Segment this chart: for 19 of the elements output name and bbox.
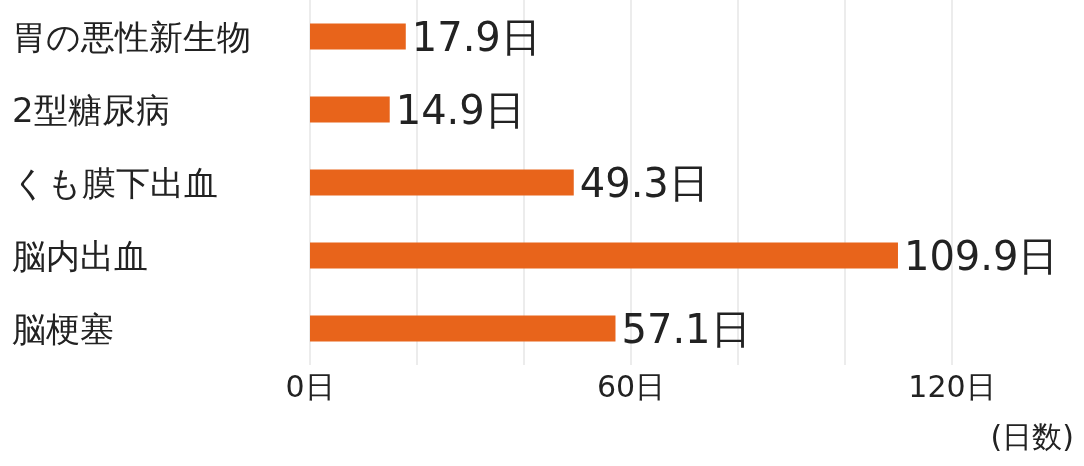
bar — [310, 96, 390, 123]
x-tick-label: 120日 — [908, 369, 996, 404]
bar — [310, 315, 616, 342]
data-label: 109.9日 — [903, 232, 1059, 279]
data-label: 49.3日 — [579, 159, 709, 206]
y-tick-label: 胃の悪性新生物 — [12, 16, 251, 57]
bar — [310, 169, 574, 196]
x-tick-label: 60日 — [596, 369, 666, 404]
data-label: 17.9日 — [411, 13, 541, 60]
y-tick-label: くも膜下出血 — [12, 162, 218, 203]
x-tick-label: 0日 — [285, 369, 335, 404]
data-label: 57.1日 — [621, 305, 751, 352]
x-axis-title: (日数) — [990, 419, 1074, 454]
bar — [310, 242, 898, 269]
data-label: 14.9日 — [395, 86, 525, 133]
y-tick-label: 脳内出血 — [12, 235, 148, 276]
bar — [310, 23, 406, 50]
y-tick-label: 脳梗塞 — [12, 308, 114, 349]
y-tick-label: 2型糖尿病 — [12, 89, 170, 130]
